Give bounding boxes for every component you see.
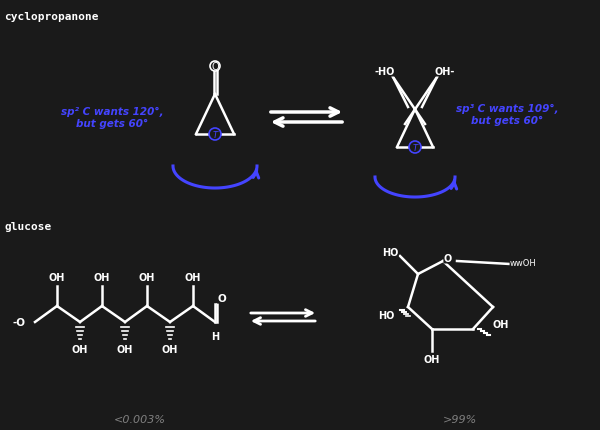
Text: sp² C wants 120°,
but gets 60°: sp² C wants 120°, but gets 60° [61,107,163,129]
Text: H: H [211,331,219,341]
Text: wwOH: wwOH [510,258,537,267]
Text: cyclopropanone: cyclopropanone [4,12,98,22]
Text: sp³ C wants 109°,
but gets 60°: sp³ C wants 109°, but gets 60° [455,104,559,126]
Text: OH: OH [139,272,155,283]
Circle shape [209,129,221,141]
Text: OH: OH [162,344,178,354]
Text: >99%: >99% [443,414,477,424]
Text: T: T [212,130,218,139]
Text: <0.003%: <0.003% [114,414,166,424]
Text: O: O [218,293,226,303]
Text: OH: OH [49,272,65,283]
Text: OH: OH [185,272,201,283]
Text: OH: OH [424,354,440,364]
Text: -HO: -HO [375,67,395,77]
Text: T: T [412,143,418,152]
Circle shape [210,62,220,72]
Text: OH-: OH- [435,67,455,77]
Circle shape [409,141,421,154]
Text: HO: HO [378,310,394,320]
Text: glucose: glucose [4,221,51,231]
Text: O: O [444,253,452,264]
Text: O: O [211,62,219,72]
Text: HO: HO [382,247,398,258]
Text: OH: OH [72,344,88,354]
Text: -O: -O [12,317,25,327]
Text: OH: OH [117,344,133,354]
Text: OH: OH [493,319,509,329]
Text: OH: OH [94,272,110,283]
